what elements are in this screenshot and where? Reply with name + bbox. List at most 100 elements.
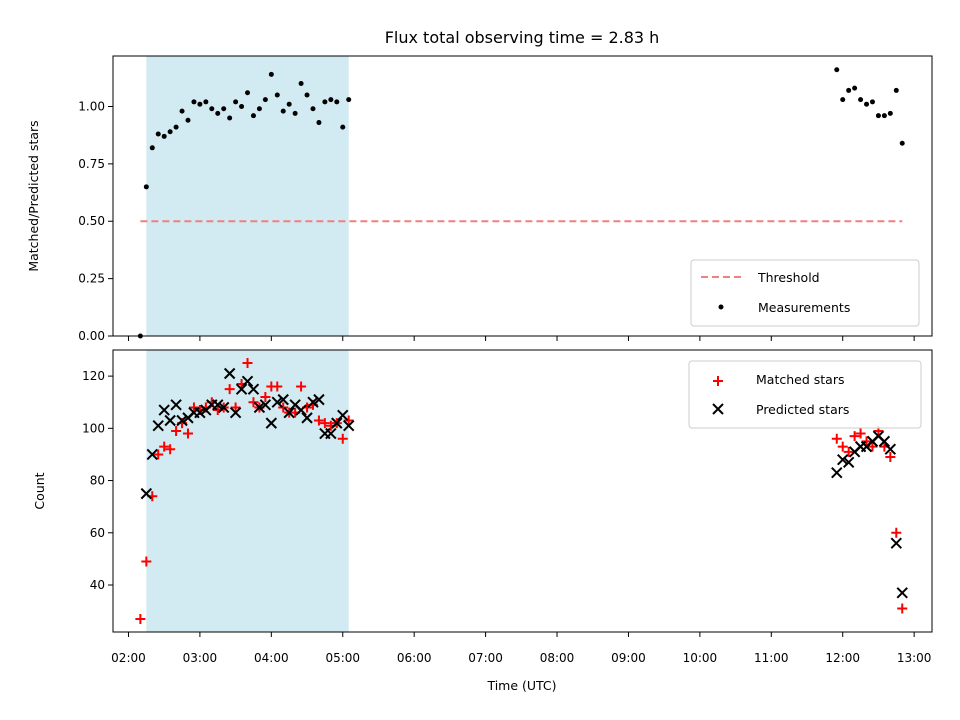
counts-layer (135, 358, 908, 624)
legend-measurements-label: Measurements (758, 300, 850, 315)
predicted-stars-marker (331, 417, 343, 429)
matched-stars-marker (831, 433, 842, 444)
legend-predicted-label: Predicted stars (756, 402, 849, 417)
measurement-point (268, 71, 274, 77)
bottom-y-axis-label: Count (32, 472, 47, 509)
matched-stars-marker (230, 402, 241, 413)
legend-matched-swatch (713, 376, 723, 386)
measurement-point (286, 101, 292, 107)
measurement-point (292, 110, 298, 116)
measurement-point (203, 99, 209, 105)
matched-stars-marker (313, 415, 324, 426)
matched-stars-marker (885, 452, 896, 463)
y-tick-label: 40 (90, 578, 105, 592)
measurement-point (846, 87, 852, 93)
measurement-point (875, 113, 881, 119)
measurement-point (179, 108, 185, 114)
y-tick-label: 0.50 (78, 214, 105, 228)
y-tick-label: 80 (90, 474, 105, 488)
matched-stars-marker (135, 613, 146, 624)
legend-threshold-label: Threshold (757, 270, 820, 285)
measurement-point (215, 110, 221, 116)
predicted-stars-marker (307, 396, 319, 408)
matched-stars-marker (343, 415, 354, 426)
predicted-stars-marker (342, 420, 355, 432)
x-tick-label: 02:00 (111, 651, 146, 665)
predicted-stars-marker (265, 417, 278, 429)
measurement-point (298, 81, 304, 87)
measurement-point (310, 106, 316, 112)
measurement-point (256, 106, 262, 112)
chart-title: Flux total observing time = 2.83 h (385, 28, 660, 47)
predicted-stars-marker (831, 467, 843, 479)
measurement-point (173, 124, 179, 130)
measurement-point (328, 97, 334, 103)
measurement-point (899, 140, 905, 146)
x-tick-label: 11:00 (754, 651, 789, 665)
legend-matched-label: Matched stars (756, 372, 844, 387)
top-y-ticks: 0.00 0.25 0.50 0.75 1.00 (78, 99, 113, 343)
measurement-point (239, 103, 245, 109)
predicted-stars-marker (223, 367, 236, 380)
bottom-legend: Matched stars Predicted stars (688, 360, 922, 429)
x-tick-label: 08:00 (540, 651, 575, 665)
predicted-stars-marker (271, 396, 283, 408)
matched-stars-marker (159, 441, 170, 452)
predicted-stars-marker (337, 409, 349, 421)
predicted-stars-marker (277, 393, 289, 406)
measurement-point (316, 120, 322, 126)
x-tick-label: 13:00 (897, 651, 932, 665)
measurement-point (864, 101, 870, 107)
y-tick-label: 120 (82, 369, 105, 383)
observing-interval-shade (146, 350, 349, 632)
matched-stars-marker (248, 397, 259, 408)
predicted-stars-marker (247, 383, 260, 395)
predicted-stars-marker (146, 448, 158, 461)
x-axis-label: Time (UTC) (486, 678, 556, 693)
legend-predicted-swatch (712, 403, 724, 415)
top-x-ticks (127, 336, 915, 341)
predicted-stars-marker (164, 414, 176, 427)
matched-stars-marker (861, 436, 872, 447)
predicted-stars-marker (878, 435, 891, 448)
measurement-point (840, 97, 846, 103)
matched-stars-marker (182, 428, 193, 439)
matched-stars-marker (171, 425, 182, 436)
top-shaded-interval (146, 56, 349, 336)
predicted-stars-marker (158, 404, 170, 416)
x-tick-label: 09:00 (611, 651, 646, 665)
predicted-stars-marker (176, 414, 188, 427)
predicted-stars-marker (235, 383, 248, 395)
measurement-point (322, 99, 328, 105)
measurement-point (250, 113, 256, 119)
predicted-stars-marker (837, 453, 849, 466)
y-tick-label: 0.75 (78, 157, 105, 171)
matched-stars-marker (165, 444, 176, 455)
predicted-stars-marker (140, 487, 153, 500)
x-tick-label: 07:00 (468, 651, 503, 665)
matched-stars-marker (897, 603, 908, 614)
predicted-stars-marker (241, 375, 254, 388)
measurement-point (245, 90, 251, 96)
top-y-axis-label: Matched/Predicted stars (26, 120, 41, 271)
measurement-point (893, 87, 899, 93)
matched-stars-marker (224, 384, 235, 395)
x-tick-label: 04:00 (254, 651, 289, 665)
predicted-stars-marker (301, 412, 313, 424)
measurement-point (346, 97, 352, 103)
bottom-axes-frame (112, 349, 933, 633)
bottom-shaded-interval (146, 350, 349, 632)
top-axes-frame (112, 55, 933, 337)
measurement-point (304, 92, 310, 98)
y-tick-label: 100 (82, 421, 105, 435)
x-tick-label: 10:00 (683, 651, 718, 665)
measurement-point (834, 67, 840, 73)
measurement-point (209, 106, 215, 112)
measurement-point (887, 110, 893, 116)
x-tick-label: 12:00 (825, 651, 860, 665)
measurement-point (233, 99, 239, 105)
predicted-stars-marker (253, 401, 266, 414)
x-tick-label: 05:00 (325, 651, 360, 665)
top-panel: 0.00 0.25 0.50 0.75 1.00 Matched/Predicted s… (26, 55, 933, 343)
